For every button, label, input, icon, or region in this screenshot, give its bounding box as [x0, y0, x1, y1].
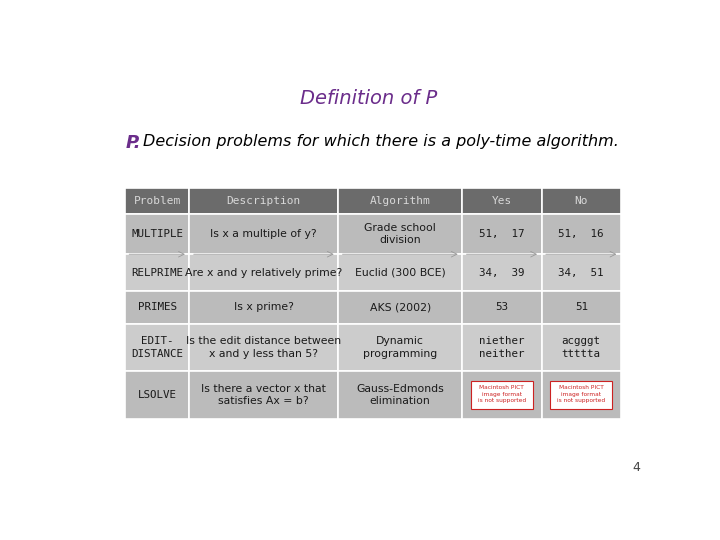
Bar	[550, 381, 612, 409]
Text: RELPRIME: RELPRIME	[131, 268, 183, 278]
Text: 51: 51	[575, 302, 588, 312]
Bar	[462, 254, 541, 291]
Text: No: No	[575, 196, 588, 206]
Bar	[189, 214, 338, 254]
Bar	[189, 254, 338, 291]
Bar	[189, 188, 338, 214]
Bar	[541, 254, 621, 291]
Text: Description: Description	[227, 196, 301, 206]
Bar	[125, 214, 189, 254]
Bar	[125, 291, 189, 323]
Text: Are x and y relatively prime?: Are x and y relatively prime?	[185, 268, 343, 278]
Bar	[541, 323, 621, 372]
Text: EDIT-
DISTANCE: EDIT- DISTANCE	[131, 336, 183, 359]
Text: acgggt
ttttta: acgggt ttttta	[562, 336, 600, 359]
Bar	[189, 323, 338, 372]
Text: Is there a vector x that
satisfies Ax = b?: Is there a vector x that satisfies Ax = …	[202, 384, 326, 406]
Bar	[338, 188, 462, 214]
Bar	[338, 291, 462, 323]
Bar	[541, 214, 621, 254]
Text: 34,  39: 34, 39	[479, 268, 525, 278]
Text: Decision problems for which there is a poly-time algorithm.: Decision problems for which there is a p…	[143, 134, 618, 149]
Bar	[462, 291, 541, 323]
Bar	[462, 372, 541, 419]
Text: 34,  51: 34, 51	[559, 268, 604, 278]
Bar	[189, 291, 338, 323]
Bar	[338, 323, 462, 372]
Text: P.: P.	[126, 134, 141, 152]
Bar	[125, 323, 189, 372]
Bar	[541, 188, 621, 214]
Bar	[338, 254, 462, 291]
Text: Definition of P: Definition of P	[300, 90, 438, 109]
Text: Dynamic
programming: Dynamic programming	[363, 336, 437, 359]
Bar	[125, 254, 189, 291]
Text: image format: image format	[561, 392, 601, 397]
Bar	[125, 188, 189, 214]
Text: Euclid (300 BCE): Euclid (300 BCE)	[355, 268, 446, 278]
Bar	[471, 381, 533, 409]
Text: 51,  16: 51, 16	[559, 229, 604, 239]
Text: Macintosh PICT: Macintosh PICT	[559, 385, 603, 390]
Text: image format: image format	[482, 392, 522, 397]
Text: is not supported: is not supported	[478, 399, 526, 403]
Bar	[541, 291, 621, 323]
Text: Yes: Yes	[492, 196, 512, 206]
Text: Algorithm: Algorithm	[370, 196, 431, 206]
Text: 53: 53	[495, 302, 508, 312]
Bar	[541, 372, 621, 419]
Bar	[462, 188, 541, 214]
Bar	[125, 372, 189, 419]
Text: Problem: Problem	[133, 196, 181, 206]
Text: PRIMES: PRIMES	[138, 302, 176, 312]
Bar	[189, 372, 338, 419]
Text: niether
neither: niether neither	[479, 336, 525, 359]
Bar	[462, 214, 541, 254]
Text: AKS (2002): AKS (2002)	[369, 302, 431, 312]
Text: Is x a multiple of y?: Is x a multiple of y?	[210, 229, 317, 239]
Text: Is x prime?: Is x prime?	[234, 302, 294, 312]
Text: is not supported: is not supported	[557, 399, 606, 403]
Text: LSOLVE: LSOLVE	[138, 390, 176, 400]
Text: Is the edit distance between
x and y less than 5?: Is the edit distance between x and y les…	[186, 336, 341, 359]
Bar	[338, 372, 462, 419]
Text: Macintosh PICT: Macintosh PICT	[480, 385, 524, 390]
Text: 4: 4	[632, 462, 640, 475]
Bar	[462, 323, 541, 372]
Text: MULTIPLE: MULTIPLE	[131, 229, 183, 239]
Text: Grade school
division: Grade school division	[364, 223, 436, 245]
Text: 51,  17: 51, 17	[479, 229, 525, 239]
Text: Gauss-Edmonds
elimination: Gauss-Edmonds elimination	[356, 384, 444, 406]
Bar	[338, 214, 462, 254]
